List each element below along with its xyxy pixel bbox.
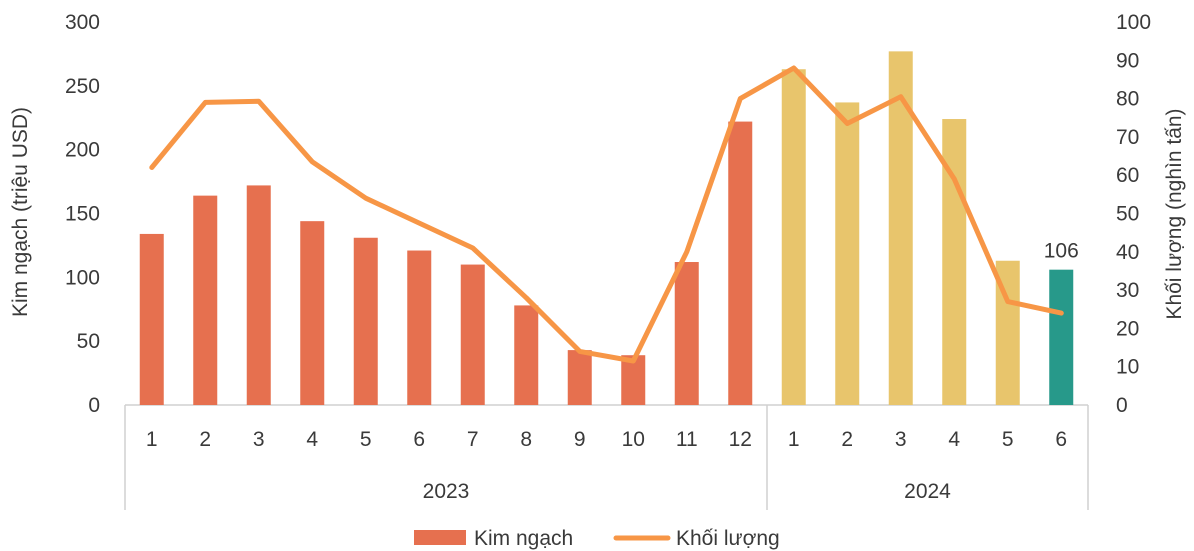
left-tick-label: 50 xyxy=(77,330,100,353)
left-axis-title: Kim ngạch (triệu USD) xyxy=(9,107,32,317)
right-tick-label: 20 xyxy=(1116,317,1139,340)
x-group-label: 2024 xyxy=(904,480,951,503)
x-tick-label: 1 xyxy=(146,428,158,451)
bar xyxy=(353,237,378,405)
right-tick-label: 100 xyxy=(1116,11,1151,34)
x-tick-label: 9 xyxy=(574,428,586,451)
legend-swatch-kim-ngach xyxy=(414,530,466,545)
bar xyxy=(728,121,753,405)
x-tick-label: 5 xyxy=(1002,428,1014,451)
x-tick-label: 2 xyxy=(841,428,853,451)
bar xyxy=(300,221,325,405)
bar xyxy=(193,195,218,405)
x-group-label: 2023 xyxy=(423,480,470,503)
right-tick-label: 10 xyxy=(1116,356,1139,379)
bar-series-kim-ngach xyxy=(139,51,1074,406)
bar xyxy=(835,102,860,406)
left-tick-label: 100 xyxy=(65,266,100,289)
bar xyxy=(139,233,164,405)
right-tick-label: 80 xyxy=(1116,88,1139,111)
right-tick-label: 90 xyxy=(1116,49,1139,72)
left-tick-label: 300 xyxy=(65,11,100,34)
x-tick-label: 3 xyxy=(253,428,265,451)
bar xyxy=(1049,269,1074,405)
x-tick-label: 5 xyxy=(360,428,372,451)
x-tick-label: 6 xyxy=(1055,428,1067,451)
right-tick-label: 30 xyxy=(1116,279,1139,302)
bar xyxy=(674,262,699,405)
legend-label-khoi-luong: Khối lượng xyxy=(676,527,780,550)
bar xyxy=(514,305,539,405)
data-label: 106 xyxy=(1044,240,1079,263)
left-axis-ticks: 0 50 100 150 200 250 300 xyxy=(65,11,100,417)
right-tick-label: 50 xyxy=(1116,203,1139,226)
x-tick-label: 8 xyxy=(520,428,532,451)
x-tick-label: 12 xyxy=(729,428,752,451)
right-tick-label: 70 xyxy=(1116,126,1139,149)
x-tick-label: 3 xyxy=(895,428,907,451)
x-tick-label: 6 xyxy=(413,428,425,451)
x-axis-group-labels: 2023 2024 xyxy=(423,480,952,503)
axis-lines xyxy=(124,404,1089,510)
bar xyxy=(407,250,432,405)
legend: Kim ngạch Khối lượng xyxy=(414,527,780,550)
right-axis-title: Khối lượng (nghìn tấn) xyxy=(1163,108,1186,319)
x-tick-label: 11 xyxy=(676,428,698,451)
x-tick-label: 10 xyxy=(622,428,645,451)
right-axis-ticks: 0 10 20 30 40 50 60 70 80 90 100 xyxy=(1116,11,1151,417)
right-tick-label: 40 xyxy=(1116,241,1139,264)
bar xyxy=(567,350,592,405)
bar xyxy=(781,69,806,405)
bar xyxy=(621,355,646,405)
left-tick-label: 250 xyxy=(65,75,100,98)
x-tick-label: 1 xyxy=(788,428,800,451)
bar xyxy=(888,51,913,405)
data-labels: 106 xyxy=(1044,240,1079,263)
legend-label-kim-ngach: Kim ngạch xyxy=(474,527,573,550)
line-path xyxy=(149,65,1064,364)
x-tick-label: 4 xyxy=(306,428,318,451)
x-tick-label: 4 xyxy=(948,428,960,451)
x-tick-label: 7 xyxy=(467,428,479,451)
line-series-khoi-luong xyxy=(149,65,1064,364)
left-tick-label: 0 xyxy=(88,394,100,417)
bar xyxy=(460,264,485,405)
bar xyxy=(246,185,271,405)
left-tick-label: 200 xyxy=(65,139,100,162)
left-tick-label: 150 xyxy=(65,203,100,226)
x-tick-label: 2 xyxy=(199,428,211,451)
right-tick-label: 0 xyxy=(1116,394,1128,417)
right-tick-label: 60 xyxy=(1116,164,1139,187)
x-axis-ticks: 1 2 3 4 5 6 7 8 9 10 11 12 1 2 3 4 5 6 xyxy=(146,428,1067,451)
